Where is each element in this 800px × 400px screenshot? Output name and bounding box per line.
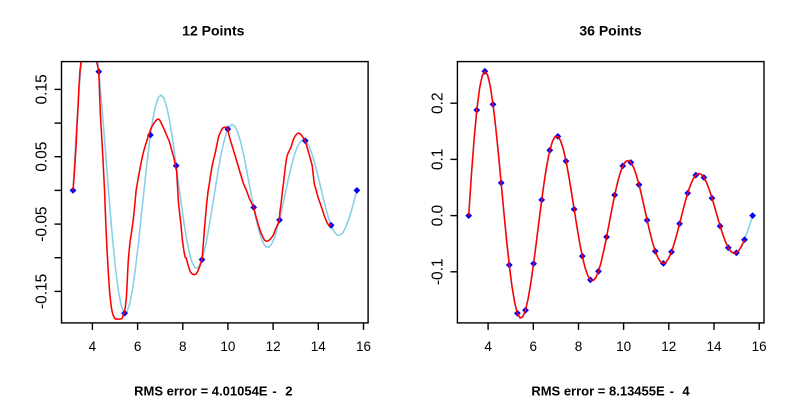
svg-text:10: 10 [616, 339, 631, 354]
svg-text:12: 12 [266, 339, 281, 354]
svg-text:16: 16 [752, 339, 767, 354]
svg-text:-0.1: -0.1 [429, 258, 446, 285]
svg-text:RMS error = 8.13455E -4: RMS error = 8.13455E -4 [531, 384, 690, 399]
svg-text:8: 8 [575, 339, 583, 354]
svg-text:0.15: 0.15 [34, 74, 51, 104]
svg-text:0.0: 0.0 [429, 204, 446, 226]
svg-text:6: 6 [530, 339, 538, 354]
svg-text:16: 16 [356, 339, 371, 354]
svg-text:10: 10 [220, 339, 235, 354]
svg-text:36 Points: 36 Points [579, 23, 641, 39]
svg-text:6: 6 [134, 339, 142, 354]
svg-text:0.2: 0.2 [429, 92, 446, 114]
svg-text:0.05: 0.05 [34, 142, 51, 172]
svg-text:8: 8 [179, 339, 187, 354]
svg-text:4: 4 [89, 339, 97, 354]
svg-text:RMS error = 4.01054E -2: RMS error = 4.01054E -2 [134, 384, 292, 399]
svg-text:0.1: 0.1 [429, 149, 446, 171]
svg-text:14: 14 [311, 339, 327, 354]
svg-text:4: 4 [484, 339, 492, 354]
svg-text:12 Points: 12 Points [182, 23, 244, 39]
svg-text:12: 12 [661, 339, 676, 354]
svg-text:14: 14 [706, 339, 722, 354]
svg-text:-0.15: -0.15 [34, 274, 51, 309]
svg-text:-0.05: -0.05 [34, 206, 51, 241]
